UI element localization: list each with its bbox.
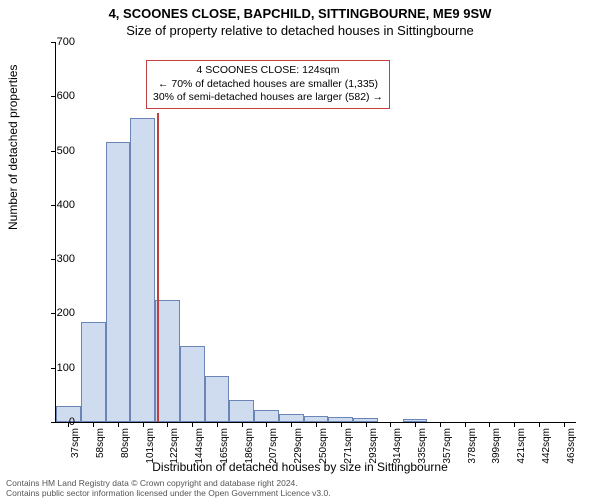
property-marker-line xyxy=(157,113,159,422)
x-tick-mark xyxy=(415,422,416,427)
histogram-bar xyxy=(254,410,279,422)
x-tick-mark xyxy=(167,422,168,427)
x-axis-label: Distribution of detached houses by size … xyxy=(0,460,600,474)
chart-title-address: 4, SCOONES CLOSE, BAPCHILD, SITTINGBOURN… xyxy=(0,0,600,21)
annotation-line: 4 SCOONES CLOSE: 124sqm xyxy=(153,64,383,78)
x-tick-mark xyxy=(341,422,342,427)
y-axis-label: Number of detached properties xyxy=(6,65,20,230)
x-tick-mark xyxy=(440,422,441,427)
x-tick-mark xyxy=(118,422,119,427)
y-tick-label: 200 xyxy=(45,307,75,319)
annotation-line: 30% of semi-detached houses are larger (… xyxy=(153,91,383,105)
x-tick-mark xyxy=(316,422,317,427)
y-tick-label: 700 xyxy=(45,36,75,48)
histogram-bar xyxy=(130,118,155,422)
x-tick-mark xyxy=(291,422,292,427)
y-tick-label: 300 xyxy=(45,253,75,265)
histogram-bar xyxy=(279,414,304,422)
x-tick-mark xyxy=(366,422,367,427)
x-tick-mark xyxy=(242,422,243,427)
footer-line2: Contains public sector information licen… xyxy=(6,488,331,498)
x-tick-mark xyxy=(539,422,540,427)
footer-line1: Contains HM Land Registry data © Crown c… xyxy=(6,478,331,488)
histogram-bar xyxy=(81,322,106,422)
x-tick-mark xyxy=(390,422,391,427)
x-tick-mark xyxy=(217,422,218,427)
chart-area: 37sqm58sqm80sqm101sqm122sqm144sqm165sqm1… xyxy=(55,42,575,422)
y-tick-label: 100 xyxy=(45,362,75,374)
x-tick-mark xyxy=(192,422,193,427)
annotation-line: ← 70% of detached houses are smaller (1,… xyxy=(153,78,383,92)
footer-attribution: Contains HM Land Registry data © Crown c… xyxy=(6,478,331,498)
x-tick-mark xyxy=(514,422,515,427)
x-tick-mark xyxy=(465,422,466,427)
y-tick-label: 500 xyxy=(45,145,75,157)
histogram-bar xyxy=(180,346,205,422)
histogram-bar xyxy=(205,376,230,422)
y-tick-label: 0 xyxy=(45,416,75,428)
annotation-box: 4 SCOONES CLOSE: 124sqm← 70% of detached… xyxy=(146,60,390,109)
histogram-bar xyxy=(229,400,254,422)
y-tick-label: 600 xyxy=(45,90,75,102)
x-tick-mark xyxy=(489,422,490,427)
histogram-bar xyxy=(106,142,131,422)
x-tick-mark xyxy=(143,422,144,427)
plot-area: 37sqm58sqm80sqm101sqm122sqm144sqm165sqm1… xyxy=(55,42,576,423)
chart-subtitle: Size of property relative to detached ho… xyxy=(0,21,600,42)
y-tick-label: 400 xyxy=(45,199,75,211)
x-tick-mark xyxy=(564,422,565,427)
x-tick-mark xyxy=(266,422,267,427)
x-tick-mark xyxy=(93,422,94,427)
